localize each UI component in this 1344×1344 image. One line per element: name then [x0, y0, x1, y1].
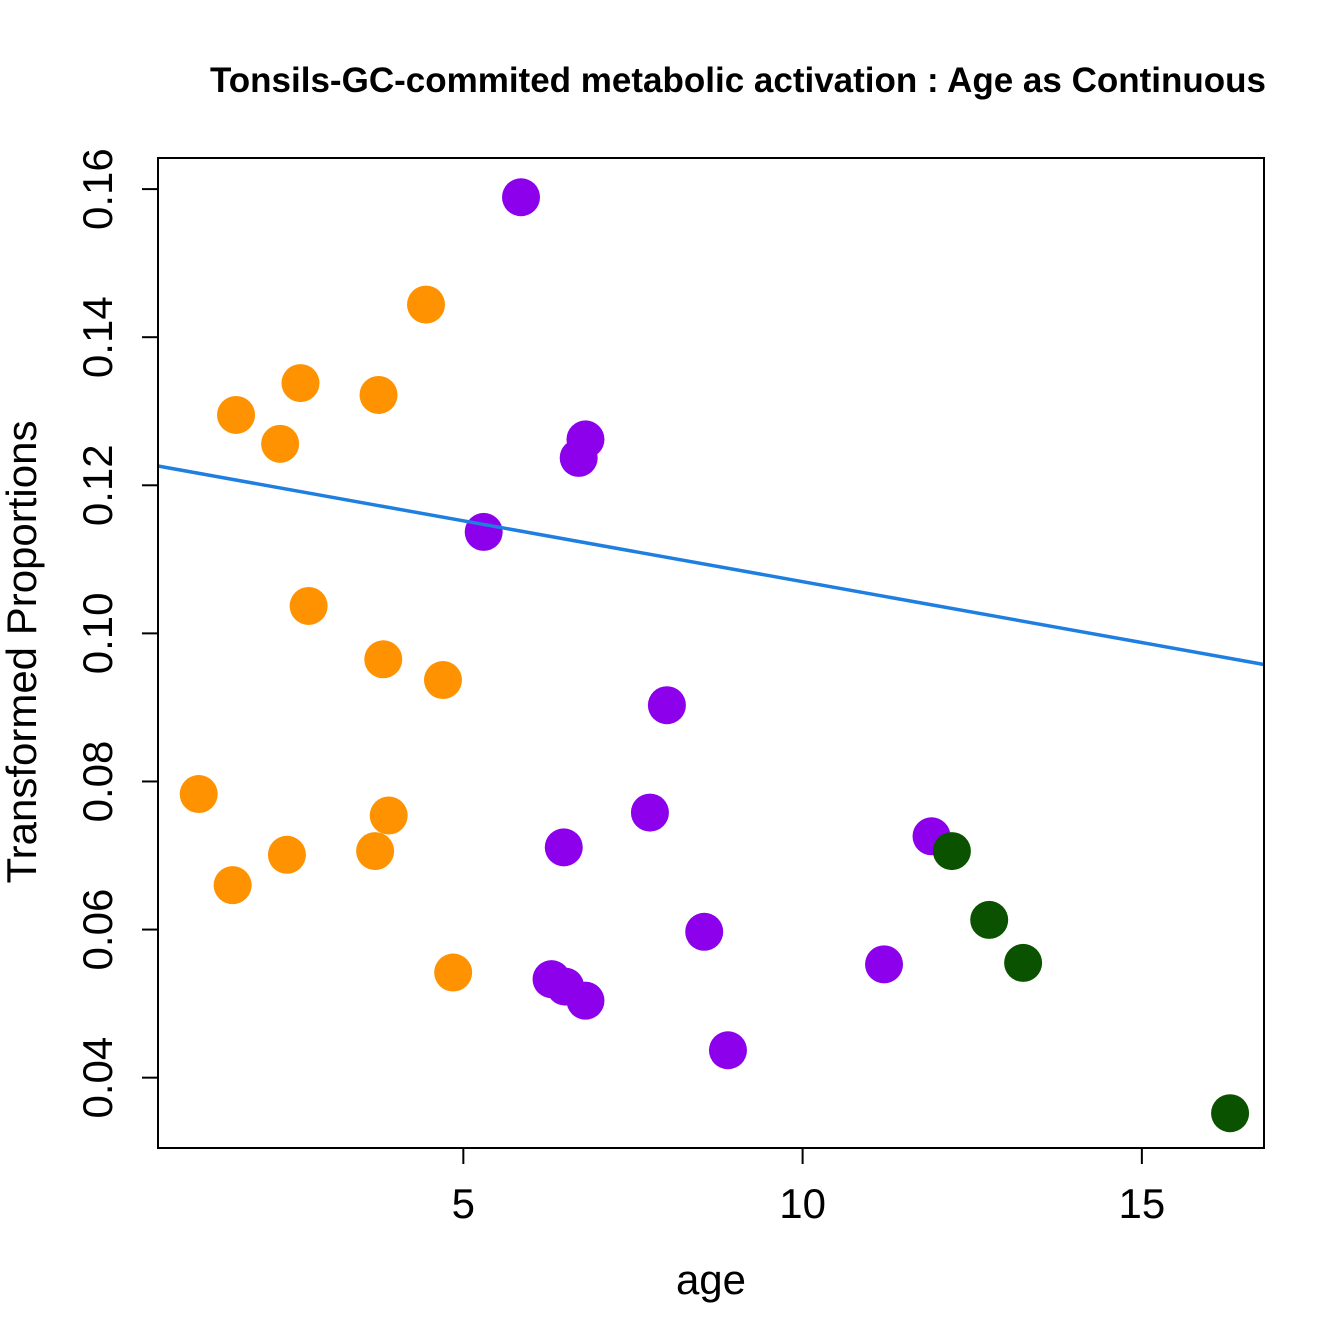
data-point [630, 793, 669, 832]
data-point [267, 835, 306, 874]
data-point [356, 832, 395, 871]
x-tick-label: 10 [779, 1180, 826, 1227]
data-point [566, 420, 605, 459]
trend-line [157, 464, 1265, 667]
data-point [364, 640, 403, 679]
y-tick-label: 0.14 [74, 296, 121, 378]
x-tick-label: 15 [1119, 1180, 1166, 1227]
data-point [213, 866, 252, 905]
data-point [369, 796, 408, 835]
data-point [281, 364, 320, 403]
y-tick-label: 0.06 [74, 889, 121, 971]
x-tick-label: 5 [452, 1180, 475, 1227]
y-axis-label: Transformed Proportions [0, 421, 45, 884]
data-point [865, 945, 904, 984]
data-point [423, 661, 462, 700]
data-point [464, 512, 503, 551]
data-point [1004, 943, 1043, 982]
chart-title: Tonsils-GC-commited metabolic activation… [210, 61, 1266, 100]
data-point [289, 586, 328, 625]
data-point [217, 395, 256, 434]
y-tick-label: 0.04 [74, 1037, 121, 1119]
y-tick-label: 0.12 [74, 444, 121, 526]
x-axis: 5 10 15 [452, 1147, 1166, 1227]
y-tick-label: 0.16 [74, 148, 121, 230]
data-point [502, 178, 541, 217]
data-point [685, 912, 724, 951]
data-point [407, 285, 446, 324]
data-point [179, 775, 218, 814]
x-axis-label: age [676, 1256, 746, 1303]
data-point [544, 828, 583, 867]
plot-frame [157, 157, 1265, 1149]
data-point [261, 424, 300, 463]
data-point [434, 953, 473, 992]
y-tick-label: 0.08 [74, 741, 121, 823]
y-axis: 0.04 0.06 0.08 0.10 0.12 0.14 0.16 [74, 148, 159, 1119]
y-tick-label: 0.10 [74, 593, 121, 675]
data-point [932, 832, 971, 871]
data-point [708, 1031, 747, 1070]
data-point [566, 981, 605, 1020]
data-point [359, 375, 398, 414]
data-point [970, 900, 1009, 939]
data-point [1211, 1094, 1250, 1133]
plot-marks [157, 178, 1265, 1133]
data-point [647, 686, 686, 725]
